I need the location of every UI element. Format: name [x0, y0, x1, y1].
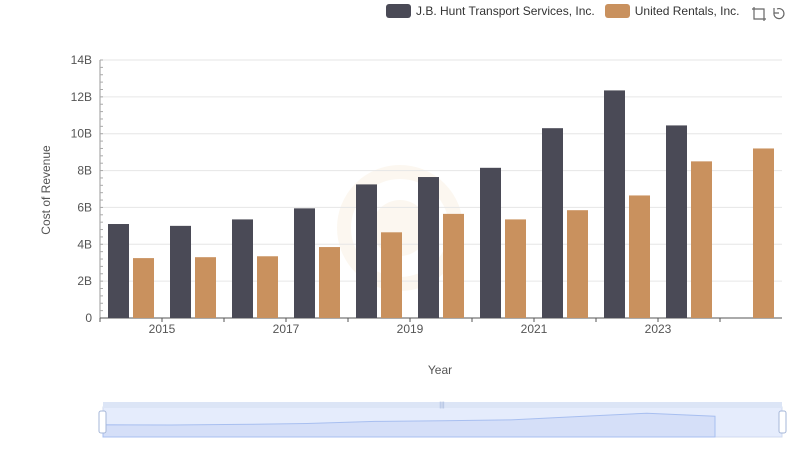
legend-item-united-rentals[interactable]: United Rentals, Inc. — [604, 4, 740, 18]
y-tick-label: 8B — [77, 164, 92, 178]
bar-united-rentals — [567, 210, 588, 318]
x-axis-title: Year — [428, 363, 452, 377]
legend-label-jb-hunt: J.B. Hunt Transport Services, Inc. — [416, 4, 595, 18]
restore-icon[interactable] — [771, 6, 787, 22]
data-zoom-top-bar[interactable] — [103, 402, 782, 408]
bar-jb-hunt — [356, 184, 377, 318]
bar-united-rentals — [505, 219, 526, 318]
bar-united-rentals — [319, 247, 340, 318]
bars — [108, 90, 774, 319]
bar-jb-hunt — [480, 167, 501, 318]
x-tick-label: 2017 — [273, 322, 300, 336]
y-tick-label: 6B — [77, 200, 92, 214]
y-axis: 0 2B 4B 6B 8B 10B 12B 14B — [71, 53, 103, 325]
x-axis: 2015 2017 2019 2021 2023 — [99, 317, 782, 336]
bar-united-rentals — [753, 148, 774, 318]
toolbox — [747, 6, 787, 22]
bar-jb-hunt — [232, 219, 253, 318]
bar-united-rentals — [257, 256, 278, 318]
bar-jb-hunt — [604, 90, 625, 319]
bar-jb-hunt — [666, 125, 687, 319]
y-axis-title: Cost of Revenue — [39, 145, 53, 235]
bar-united-rentals — [381, 232, 402, 318]
bar-united-rentals — [133, 258, 154, 318]
y-tick-label: 2B — [77, 274, 92, 288]
y-tick-label: 0 — [85, 311, 92, 325]
x-tick-label: 2015 — [149, 322, 176, 336]
legend-swatch-united-rentals — [604, 4, 630, 18]
legend-item-jb-hunt[interactable]: J.B. Hunt Transport Services, Inc. — [386, 4, 595, 18]
legend-swatch-jb-hunt — [386, 4, 411, 18]
x-tick-label: 2019 — [397, 322, 424, 336]
legend-label-united-rentals: United Rentals, Inc. — [634, 4, 740, 18]
data-zoom-slider[interactable]: ||| — [98, 402, 787, 438]
legend: J.B. Hunt Transport Services, Inc. Unite… — [386, 4, 749, 18]
bar-jb-hunt — [294, 208, 315, 318]
y-tick-label: 14B — [71, 53, 92, 67]
data-zoom-handle-left[interactable] — [98, 410, 107, 434]
data-zoom-grip-icon[interactable]: ||| — [439, 402, 445, 409]
y-tick-label: 10B — [71, 127, 92, 141]
bar-united-rentals — [691, 161, 712, 318]
data-zoom-preview-area — [102, 412, 716, 438]
bar-jb-hunt — [170, 225, 191, 318]
zoom-icon[interactable] — [751, 6, 767, 22]
data-zoom-handle-right[interactable] — [778, 410, 787, 434]
bar-jb-hunt — [418, 177, 439, 318]
bar-jb-hunt — [542, 128, 563, 318]
bar-united-rentals — [629, 195, 650, 318]
x-tick-label: 2023 — [645, 322, 672, 336]
y-tick-label: 4B — [77, 237, 92, 251]
bar-jb-hunt — [108, 224, 129, 318]
bar-united-rentals — [443, 213, 464, 318]
y-tick-label: 12B — [71, 90, 92, 104]
bar-united-rentals — [195, 257, 216, 318]
x-tick-label: 2021 — [521, 322, 548, 336]
